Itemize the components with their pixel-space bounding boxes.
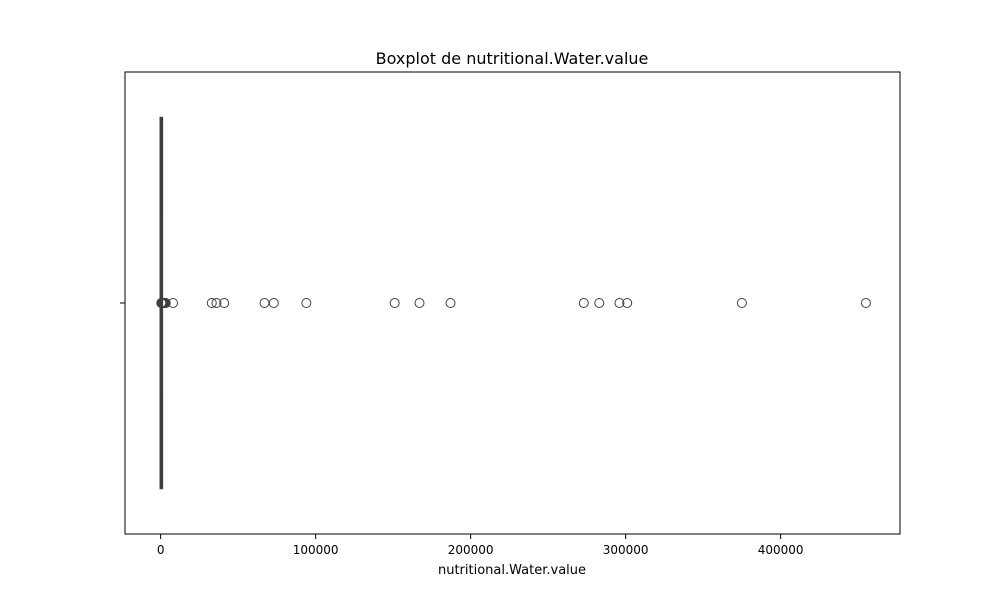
outlier-point [268, 298, 279, 308]
outlier-point [614, 298, 625, 308]
outlier-point [414, 298, 425, 308]
outlier-point [389, 298, 400, 308]
outlier-point [301, 298, 312, 308]
chart-title: Boxplot de nutritional.Water.value [376, 49, 649, 68]
outlier-point [445, 298, 456, 308]
outlier-point [168, 298, 179, 308]
outlier-point [211, 298, 222, 308]
outlier-point [219, 298, 230, 308]
x-tick-label: 0 [157, 543, 165, 557]
x-axis-label: nutritional.Water.value [438, 563, 586, 578]
outlier-point [736, 298, 747, 308]
outlier-point [860, 298, 871, 308]
outlier-point [622, 298, 633, 308]
x-axis: 0 100000 200000 300000 400000 [157, 534, 804, 557]
outlier-point [160, 298, 171, 308]
x-tick-label: 300000 [603, 543, 649, 557]
plot-frame [124, 71, 901, 535]
outlier-point [259, 298, 270, 308]
outlier-point [594, 298, 605, 308]
x-tick-label: 100000 [293, 543, 339, 557]
x-tick-label: 400000 [758, 543, 804, 557]
x-tick-label: 200000 [448, 543, 494, 557]
outlier-point [578, 298, 589, 308]
plot-area [156, 116, 871, 490]
outlier-point [206, 298, 217, 308]
